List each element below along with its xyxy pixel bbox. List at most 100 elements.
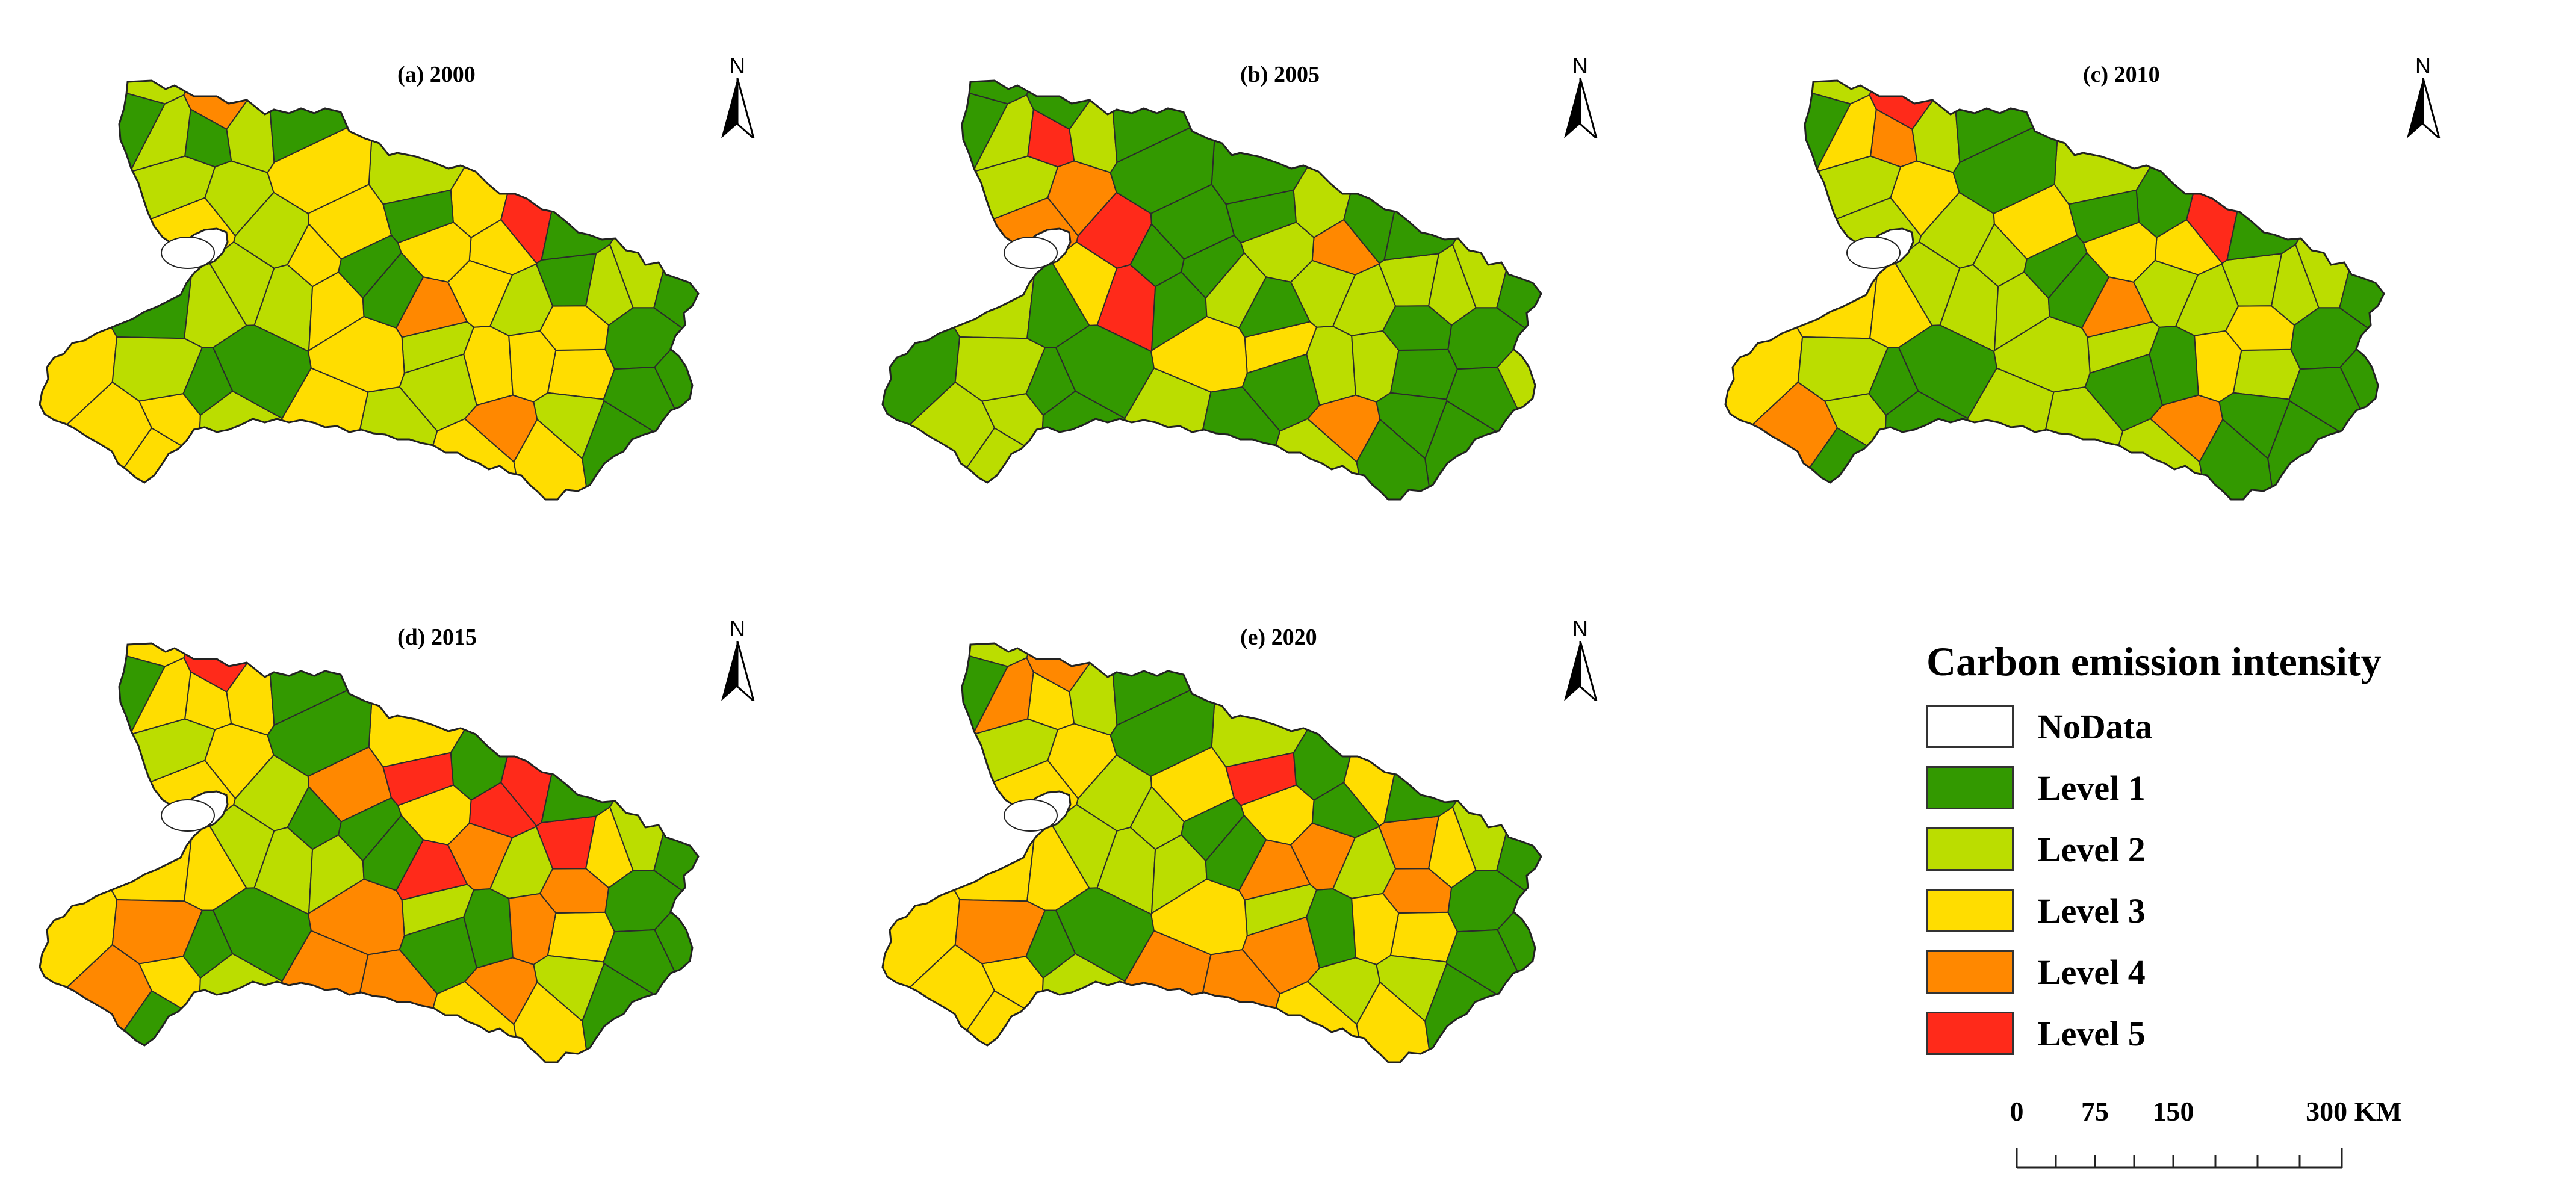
county-region: [541, 81, 698, 261]
province-boundary: [39, 642, 700, 1063]
county-region: [1725, 81, 1885, 105]
county-region: [654, 327, 698, 500]
county-region: [1069, 643, 1118, 736]
legend: Carbon emission intensity NoData Level 1…: [1926, 638, 2528, 1071]
county-region: [1451, 643, 1541, 871]
county-region: [2199, 418, 2282, 500]
province-boundary: [39, 79, 700, 501]
county-region: [1356, 418, 1439, 500]
county-region: [654, 890, 698, 1062]
nodata-area: [161, 799, 215, 832]
panel-title: (b) 2005: [1240, 62, 1320, 87]
map-panel-2005: (b) 2005 N: [879, 54, 1710, 596]
county-region: [1356, 981, 1439, 1062]
county-region: [197, 390, 283, 500]
county-region: [2081, 276, 2154, 338]
legend-label: Level 5: [2038, 1013, 2146, 1053]
north-arrow: N: [2396, 54, 2450, 144]
county-region: [508, 330, 557, 403]
county-region: [1181, 234, 1245, 299]
county-region: [226, 81, 275, 173]
county-region: [1351, 892, 1400, 965]
panel-title: (c) 2010: [2083, 62, 2160, 87]
county-region: [2294, 81, 2384, 309]
nodata-area: [1004, 237, 1058, 269]
north-label: N: [2415, 54, 2431, 78]
legend-swatch: [1926, 705, 2014, 748]
legend-swatch: [1926, 889, 2014, 932]
nodata-area: [1846, 237, 1901, 269]
map-2020: [881, 642, 1542, 1063]
county-region: [2232, 348, 2301, 400]
county-region: [1424, 962, 1541, 1062]
nodata-area: [1004, 799, 1058, 832]
legend-swatch: [1926, 950, 2014, 994]
county-region: [1051, 241, 1118, 326]
legend-title: Carbon emission intensity: [1926, 639, 2382, 684]
scale-label-0: 0: [2010, 1096, 2024, 1127]
legend-item-level-5: Level 5: [1926, 1009, 2528, 1057]
county-region: [208, 803, 275, 889]
north-label: N: [730, 54, 745, 78]
county-region: [1069, 81, 1118, 173]
north-arrow: N: [710, 617, 765, 707]
county-region: [40, 643, 200, 667]
legend-item-level-2: Level 2: [1926, 825, 2528, 873]
county-region: [1893, 241, 1961, 326]
legend-label: Level 4: [2038, 952, 2146, 992]
map-panel-2000: (a) 2000 N: [36, 54, 867, 596]
county-region: [226, 643, 275, 736]
province-boundary: [1724, 79, 2385, 501]
scale-bar-graphic: [2016, 1148, 2343, 1169]
county-region: [396, 276, 468, 338]
scale-label-150: 150: [2152, 1096, 2194, 1127]
county-region: [1051, 803, 1118, 889]
county-region: [883, 81, 1043, 105]
north-label: N: [1572, 54, 1588, 78]
scale-bar: 0 75 150 300 KM: [2005, 1095, 2426, 1186]
scale-label-300: 300 KM: [2306, 1096, 2402, 1127]
county-region: [197, 953, 283, 1062]
legend-label: Level 3: [2038, 891, 2146, 930]
map-panel-2020: (e) 2020 N: [879, 617, 1710, 1158]
county-region: [541, 643, 698, 824]
legend-swatch: [1926, 827, 2014, 871]
north-arrow: N: [710, 54, 765, 144]
panel-title: (d) 2015: [397, 625, 477, 650]
county-region: [1383, 643, 1541, 824]
county-region: [67, 427, 248, 500]
panel-title: (e) 2020: [1240, 625, 1317, 650]
province-boundary: [881, 642, 1542, 1063]
county-region: [1040, 390, 1126, 500]
map-2015: [39, 642, 700, 1063]
county-region: [1238, 276, 1311, 338]
north-arrow: N: [1553, 617, 1607, 707]
panel-title: (a) 2000: [397, 62, 476, 87]
county-region: [609, 643, 698, 871]
legend-label: Level 2: [2038, 829, 2146, 869]
nodata-area: [161, 237, 215, 269]
county-region: [1181, 797, 1245, 862]
county-region: [910, 989, 1091, 1062]
north-label: N: [730, 616, 745, 641]
county-region: [547, 348, 615, 400]
county-region: [2023, 234, 2088, 299]
legend-swatch: [1926, 766, 2014, 809]
county-region: [1752, 427, 1934, 500]
county-region: [1238, 839, 1311, 901]
county-region: [338, 234, 402, 299]
legend-item-nodata: NoData: [1926, 702, 2528, 750]
legend-item-level-3: Level 3: [1926, 886, 2528, 935]
county-region: [1389, 348, 1458, 400]
county-region: [508, 892, 557, 965]
county-region: [513, 418, 596, 500]
county-region: [67, 989, 248, 1062]
province-boundary: [881, 79, 1542, 501]
map-2005: [881, 79, 1542, 501]
north-arrow: N: [1553, 54, 1607, 144]
county-region: [582, 962, 698, 1062]
legend-label: Level 1: [2038, 768, 2146, 808]
county-region: [40, 81, 200, 105]
map-2000: [39, 79, 700, 501]
legend-label: NoData: [2038, 707, 2153, 746]
